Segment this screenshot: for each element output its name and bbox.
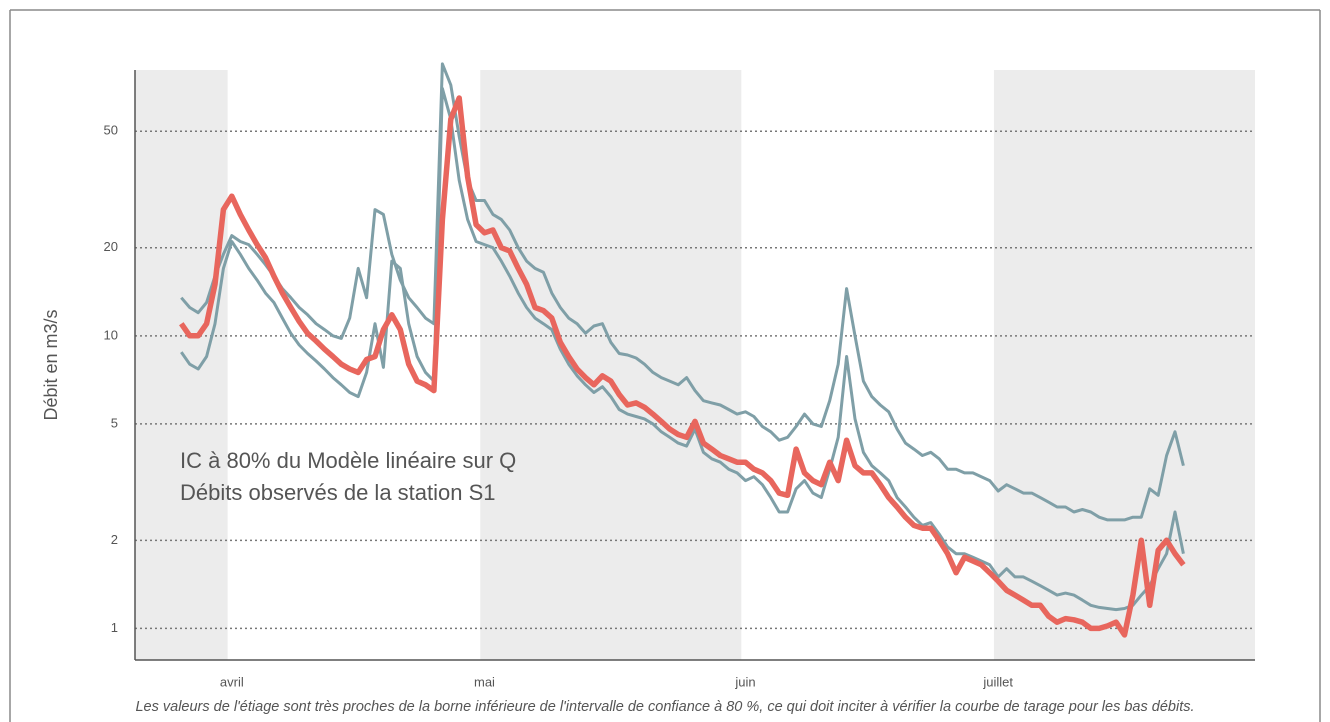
lower-bound-line [180, 87, 1185, 612]
observed-line [179, 95, 1186, 638]
x-tick-label: mai [474, 674, 495, 689]
upper-bound-line [180, 62, 1185, 522]
month-band [480, 70, 742, 660]
legend-entry: Débits observés de la station S1 [180, 480, 496, 505]
y-tick-label: 5 [111, 415, 118, 430]
y-tick-label: 20 [104, 239, 118, 254]
x-tick-label: juillet [982, 674, 1013, 689]
y-tick-label: 10 [104, 327, 118, 342]
y-tick-label: 1 [111, 620, 118, 635]
bands [135, 70, 1255, 660]
y-tick-label: 50 [104, 123, 118, 138]
x-tick-label: avril [220, 674, 244, 689]
y-axis-label: Débit en m3/s [41, 309, 61, 420]
caption: Les valeurs de l'étiage sont très proche… [135, 699, 1194, 715]
y-tick-label: 2 [111, 532, 118, 547]
month-band [135, 70, 228, 660]
x-tick-label: juin [734, 674, 755, 689]
legend-entry: IC à 80% du Modèle linéaire sur Q [180, 448, 516, 473]
frame [9, 9, 1321, 722]
month-band [993, 70, 1255, 660]
